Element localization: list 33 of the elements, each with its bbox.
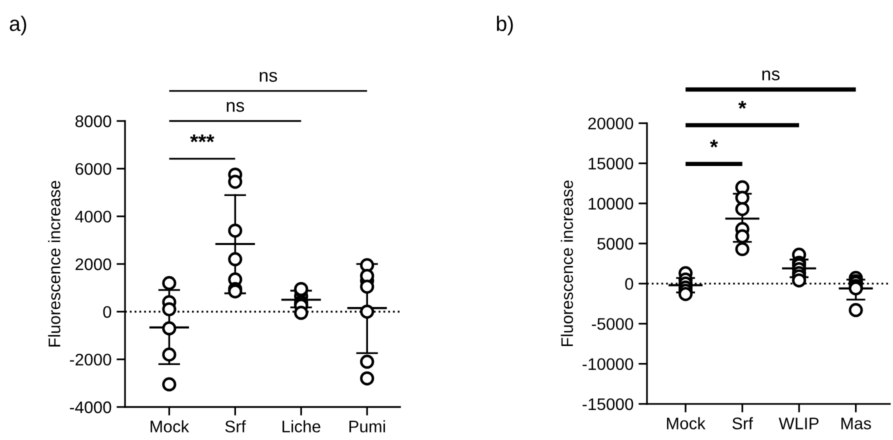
x-tick-label: Mock [150, 420, 190, 432]
x-tick-label: Mock [667, 417, 706, 430]
x-tick-label: Srf [225, 420, 246, 432]
y-tick-label: -2000 [70, 354, 112, 366]
x-tick-label: Liche [282, 420, 320, 432]
y-tick-label: 6000 [76, 163, 112, 175]
text: * [738, 100, 746, 109]
y-tick-label: 2000 [76, 258, 112, 270]
y-tick-label: 4000 [75, 210, 112, 223]
y-tick-label: 8000 [75, 115, 112, 128]
y-axis-title: Fluorescence increase [560, 180, 574, 346]
y-tick-label: 0 [103, 306, 112, 318]
text: ns [226, 102, 244, 112]
y-tick-label: 10000 [588, 198, 634, 210]
y-tick-label: 0 [625, 278, 634, 290]
annotation: *** [190, 134, 214, 142]
chart-title: a) [10, 16, 26, 36]
y-tick-label: -4000 [70, 401, 112, 414]
y-tick-label: -5000 [592, 318, 634, 330]
y-tick-label: 5000 [597, 238, 634, 250]
x-tick-label: WLIP [778, 418, 819, 430]
x-tick-label: Mas [841, 418, 871, 430]
y-axis-title: Fluorescence increase [48, 180, 60, 346]
text: ns [762, 70, 780, 80]
x-tick-label: Srf [732, 417, 753, 430]
annotation: * [710, 140, 718, 148]
text: ns [260, 72, 278, 82]
y-tick-label: -15000 [582, 398, 634, 410]
chart-title: b) [496, 16, 513, 36]
y-tick-label: -10000 [582, 358, 634, 370]
x-tick-label: Pumi [349, 420, 385, 432]
y-tick-label: 15000 [588, 158, 634, 170]
y-tick-label: 20000 [588, 118, 634, 130]
